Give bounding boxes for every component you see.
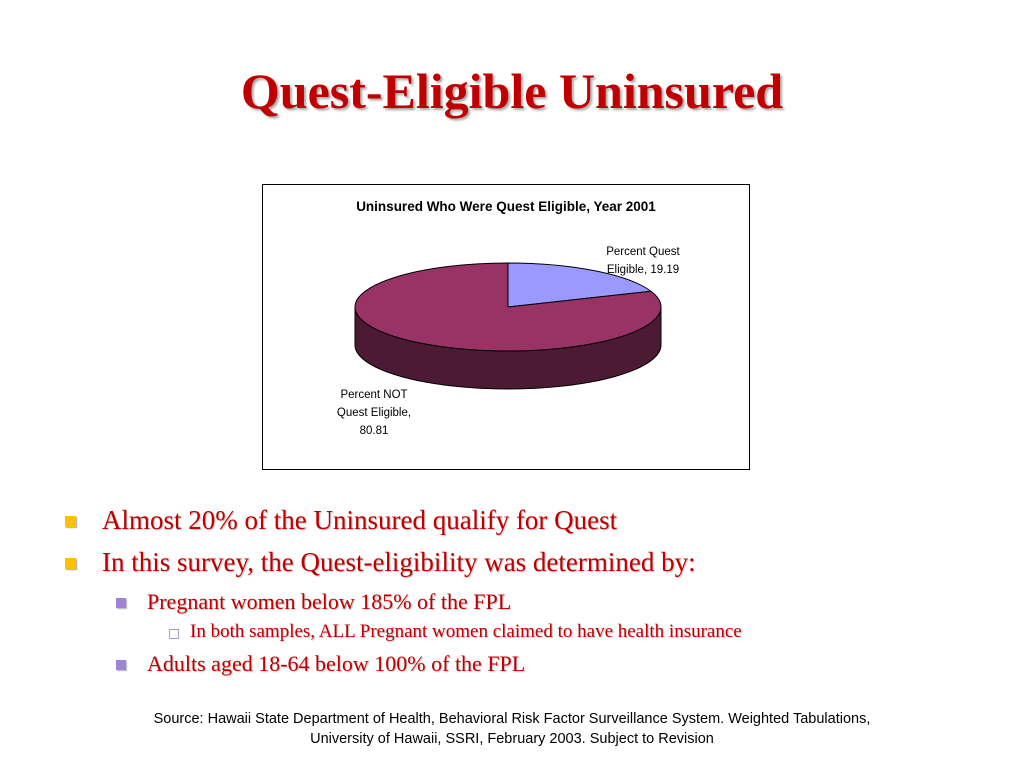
pie-slice-1 [354, 262, 662, 352]
bullet-item: In this survey, the Quest-eligibility wa… [65, 547, 696, 578]
chart-frame: Uninsured Who Were Quest Eligible, Year … [262, 184, 750, 470]
pie-slice-0 [507, 262, 653, 308]
bullet-text: In both samples, ALL Pregnant women clai… [190, 621, 742, 642]
slice-data-label: Percent NOT Quest Eligible, 80.81 [337, 389, 411, 437]
sub-bullet-item: Adults aged 18-64 below 100% of the FPL [116, 651, 526, 677]
bullet-text: Pregnant women below 185% of the FPL [147, 589, 512, 614]
slide-title: Quest-Eligible Uninsured [240, 63, 784, 119]
sub-sub-bullet-item: In both samples, ALL Pregnant women clai… [169, 621, 742, 643]
bullet-text: In this survey, the Quest-eligibility wa… [102, 547, 696, 577]
slice-data-label: Percent Quest Eligible, 19.19 [606, 246, 680, 276]
sub-bullet-item: Pregnant women below 185% of the FPL [116, 589, 512, 615]
source-line: Source: Hawaii State Department of Healt… [153, 711, 871, 727]
bullet-square-icon [116, 598, 126, 608]
source-note: Source: Hawaii State Department of Healt… [0, 709, 1024, 749]
bullet-item: Almost 20% of the Uninsured qualify for … [65, 505, 618, 536]
bullet-square-icon [65, 558, 76, 569]
bullet-square-icon [169, 629, 179, 639]
source-line: University of Hawaii, SSRI, February 200… [310, 731, 714, 747]
pie-chart: Uninsured Who Were Quest Eligible, Year … [337, 199, 681, 437]
bullet-text: Almost 20% of the Uninsured qualify for … [102, 505, 618, 535]
bullet-square-icon [65, 516, 76, 527]
chart-title: Uninsured Who Were Quest Eligible, Year … [356, 199, 656, 214]
bullet-square-icon [116, 660, 126, 670]
bullet-text: Adults aged 18-64 below 100% of the FPL [147, 651, 526, 676]
